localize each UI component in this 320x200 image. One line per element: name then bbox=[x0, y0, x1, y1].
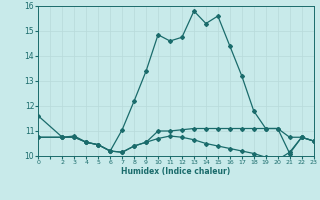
X-axis label: Humidex (Indice chaleur): Humidex (Indice chaleur) bbox=[121, 167, 231, 176]
